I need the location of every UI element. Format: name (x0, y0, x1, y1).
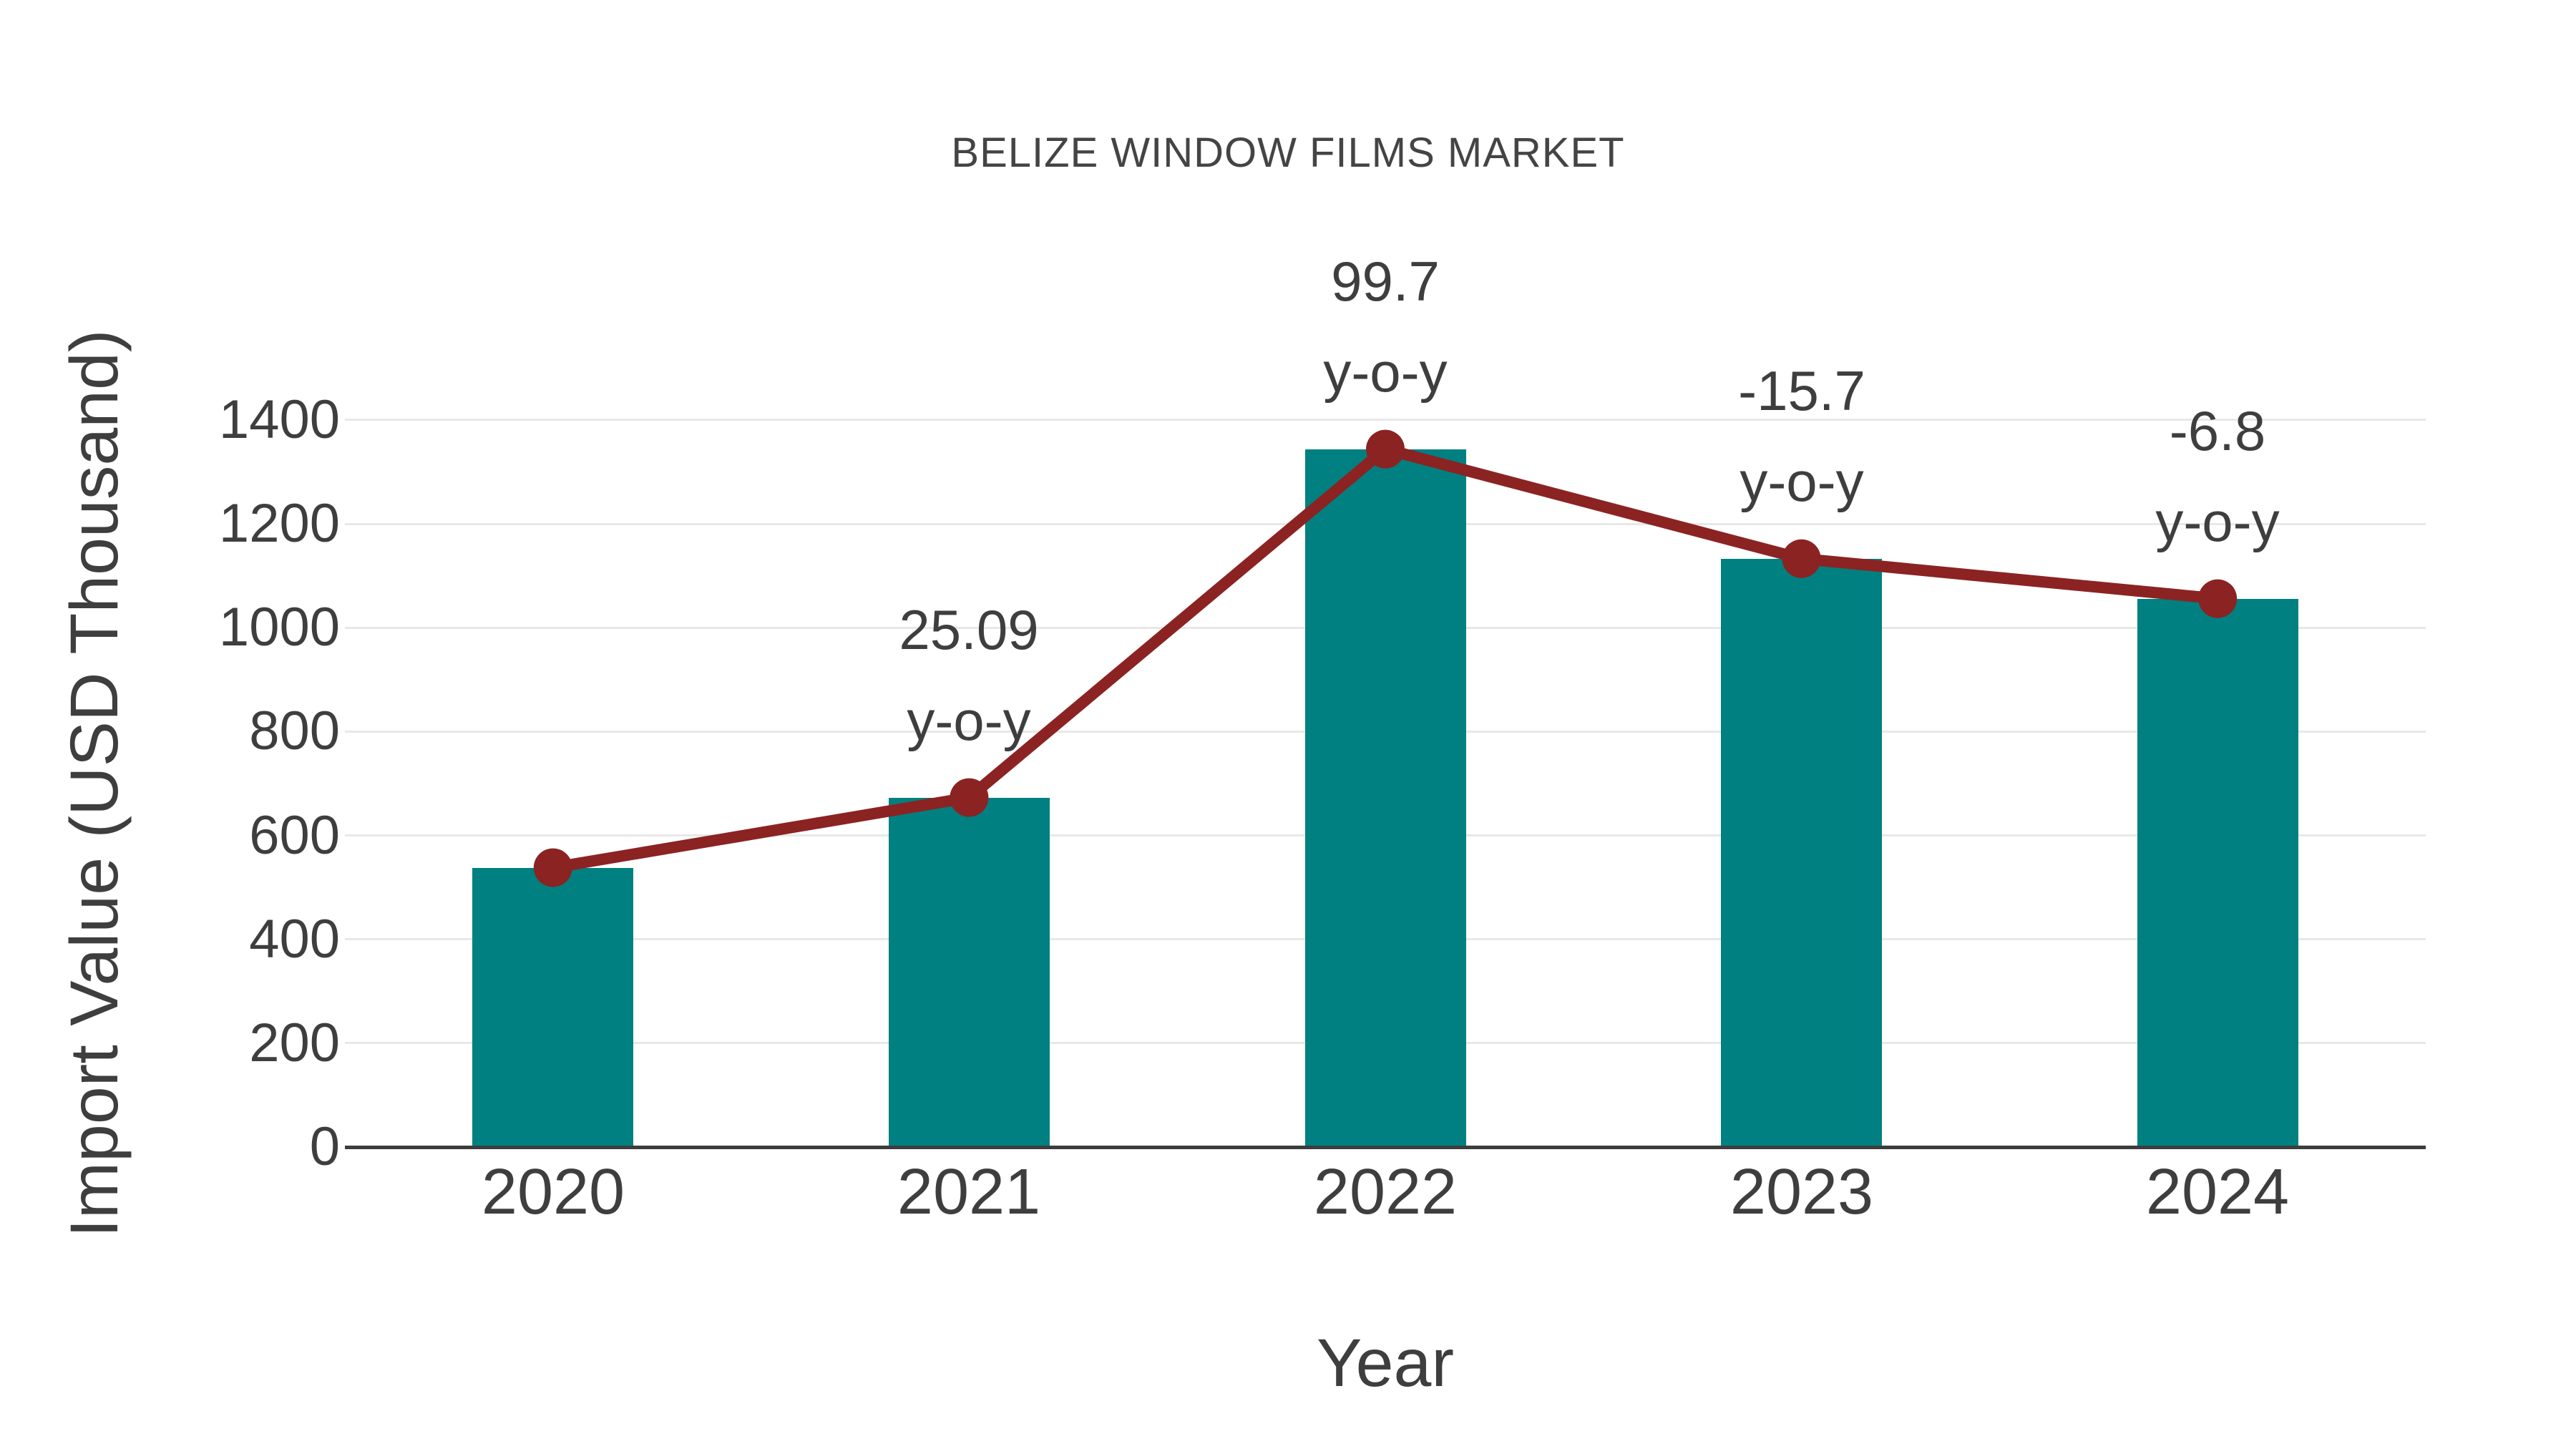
chart-title: BELIZE WINDOW FILMS MARKET (951, 130, 1625, 176)
data-point-marker-2021 (950, 778, 989, 817)
bar-2023 (1721, 559, 1882, 1147)
data-point-marker-2023 (1782, 539, 1821, 578)
gridline-y1400 (345, 419, 2426, 421)
annotation-value-2021: 25.09 (899, 598, 1039, 661)
annotation-label-2023: y-o-y (1740, 450, 1864, 513)
annotation-label-2024: y-o-y (2155, 490, 2280, 553)
data-point-marker-2020 (533, 848, 572, 887)
annotation-value-2022: 99.7 (1331, 250, 1440, 313)
x-axis-title: Year (1317, 1325, 1454, 1401)
y-tick-label: 600 (249, 805, 340, 866)
y-tick-label: 1000 (218, 597, 340, 658)
annotation-value-2023: -15.7 (1738, 359, 1865, 422)
y-tick-label: 200 (249, 1013, 340, 1073)
x-tick-label-2020: 2020 (481, 1156, 625, 1228)
y-tick-label: 400 (249, 909, 340, 970)
x-tick-label-2024: 2024 (2145, 1156, 2290, 1228)
bar-2021 (889, 798, 1050, 1147)
x-tick-label-2022: 2022 (1313, 1156, 1458, 1228)
x-tick-label-2021: 2021 (897, 1156, 1041, 1228)
y-tick-label: 1200 (218, 493, 340, 554)
data-point-marker-2024 (2198, 579, 2238, 618)
bar-2024 (2137, 599, 2298, 1147)
y-tick-label: 1400 (218, 389, 340, 450)
x-tick-label-2023: 2023 (1729, 1156, 1874, 1228)
x-axis-line (345, 1146, 2426, 1149)
annotation-label-2022: y-o-y (1323, 341, 1448, 404)
y-tick-label: 800 (249, 701, 340, 761)
annotation-value-2024: -6.8 (2169, 399, 2266, 462)
data-point-marker-2022 (1366, 429, 1405, 469)
y-tick-label: 0 (309, 1116, 340, 1177)
annotation-label-2021: y-o-y (907, 689, 1031, 752)
bar-2020 (472, 868, 633, 1147)
bar-2022 (1305, 449, 1466, 1147)
y-axis-title: Import Value (USD Thousand) (57, 329, 132, 1238)
